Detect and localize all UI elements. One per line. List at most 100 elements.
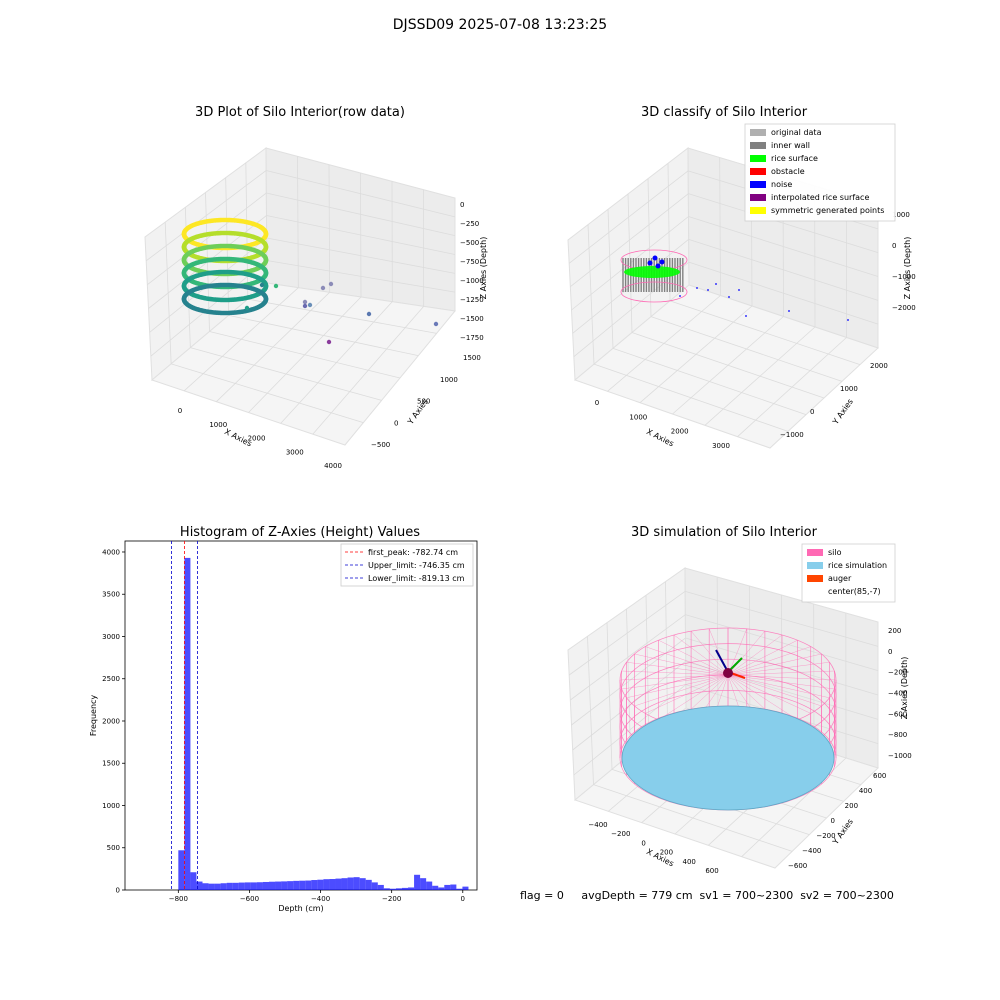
x-tick: 4000 bbox=[324, 462, 342, 470]
legend2-label: rice surface bbox=[771, 154, 818, 163]
panel3-title: Histogram of Z-Axies (Height) Values bbox=[180, 525, 420, 540]
z-tick: 1000 bbox=[892, 211, 910, 219]
outlier-point bbox=[244, 305, 250, 311]
noise-point bbox=[707, 289, 709, 291]
y-tick: 1000 bbox=[840, 385, 858, 393]
y-tick-label: 4000 bbox=[102, 548, 120, 556]
histogram-bar bbox=[353, 877, 360, 890]
plot3d-panel-2: 0 1000 2000 3000 −1000 0 1000 2000 1000 0 −1000 −20… bbox=[567, 123, 916, 450]
legend3-label: Lower_limit: -819.13 cm bbox=[368, 574, 465, 583]
histogram-bar bbox=[450, 884, 457, 890]
legend2-label: inner wall bbox=[771, 141, 810, 150]
legend2-swatch bbox=[750, 181, 766, 188]
data-point bbox=[263, 270, 269, 275]
histogram-bar bbox=[305, 880, 312, 890]
data-point bbox=[263, 296, 269, 301]
histogram-bar bbox=[359, 878, 366, 890]
histogram-bar bbox=[383, 888, 390, 890]
histogram-bar bbox=[389, 888, 396, 890]
histogram-bar bbox=[444, 884, 451, 890]
histogram-bar bbox=[238, 882, 245, 890]
x-tick-label: 0 bbox=[461, 895, 465, 903]
silo-roof-wire bbox=[727, 639, 798, 676]
silo-roof-wire bbox=[621, 670, 729, 676]
figure-title: DJSSD09 2025-07-08 13:23:25 bbox=[392, 17, 608, 33]
noise-point bbox=[679, 295, 681, 297]
x-tick: 1000 bbox=[629, 413, 647, 421]
x-tick: −400 bbox=[588, 821, 607, 829]
legend3-label: Upper_limit: -746.35 cm bbox=[368, 561, 465, 570]
gridline bbox=[737, 337, 847, 437]
y-tick-label: 3500 bbox=[102, 591, 120, 599]
noise-point bbox=[652, 255, 658, 261]
x-tick: 200 bbox=[660, 849, 673, 857]
data-point bbox=[263, 244, 269, 249]
y-tick: 1000 bbox=[440, 376, 458, 384]
outlier-point bbox=[328, 281, 334, 287]
legend4-label: silo bbox=[828, 548, 842, 557]
silo-roof-wire bbox=[727, 674, 822, 707]
silo-roof-wire bbox=[626, 661, 729, 676]
outlier-point bbox=[326, 339, 332, 345]
x-axis-label: X Axies bbox=[223, 427, 253, 448]
histogram-bar bbox=[256, 882, 263, 890]
z-tick: −200 bbox=[888, 669, 907, 677]
histogram-bar bbox=[202, 883, 209, 890]
x-tick: 0 bbox=[178, 407, 182, 415]
z-tick: −750 bbox=[460, 258, 479, 266]
x-tick-label: −200 bbox=[382, 895, 401, 903]
z-tick: 0 bbox=[888, 648, 892, 656]
histogram-bar bbox=[208, 883, 215, 890]
x-axis-label: Depth (cm) bbox=[278, 904, 323, 913]
outlier-point bbox=[302, 303, 308, 309]
y-tick-label: 2000 bbox=[102, 717, 120, 725]
y-tick: 1500 bbox=[463, 354, 481, 362]
histogram-bar bbox=[220, 883, 227, 890]
panel1-title: 3D Plot of Silo Interior(row data) bbox=[195, 105, 405, 120]
noise-point bbox=[738, 289, 740, 291]
legend2-swatch bbox=[750, 207, 766, 214]
histogram-bar bbox=[335, 878, 342, 890]
histogram-bar bbox=[426, 881, 433, 890]
x-tick: 3000 bbox=[286, 448, 304, 456]
histogram-bar bbox=[190, 872, 197, 890]
x-tick: 1000 bbox=[209, 421, 227, 429]
outlier-point bbox=[433, 321, 439, 327]
histogram-bar bbox=[262, 881, 269, 890]
z-axis-label: Z Axies (Depth) bbox=[479, 237, 488, 300]
histogram-bar bbox=[244, 882, 251, 890]
outlier-point bbox=[273, 283, 279, 289]
auger-marker bbox=[723, 668, 733, 678]
histogram-bar bbox=[365, 879, 372, 890]
y-axis-label: Y Axies bbox=[830, 397, 855, 427]
noise-point bbox=[647, 260, 653, 266]
y-tick: 0 bbox=[394, 419, 398, 427]
legend2-label: original data bbox=[771, 128, 822, 137]
y-axis-label: Frequency bbox=[89, 695, 98, 737]
noise-point bbox=[745, 315, 747, 317]
silo-roof-wire bbox=[626, 674, 729, 699]
histogram-bar bbox=[287, 881, 294, 890]
histogram-bar bbox=[311, 880, 318, 890]
legend4-swatch bbox=[807, 575, 823, 582]
legend2-label: obstacle bbox=[771, 167, 805, 176]
status-footer: flag = 0 avgDepth = 779 cm sv1 = 700~230… bbox=[520, 889, 894, 902]
histogram-bar bbox=[438, 887, 445, 890]
panel4-title: 3D simulation of Silo Interior bbox=[631, 525, 818, 540]
noise-point bbox=[788, 310, 790, 312]
legend3-label: first_peak: -782.74 cm bbox=[368, 548, 458, 557]
noise-point bbox=[728, 296, 730, 298]
silo-roof-wire bbox=[673, 634, 729, 676]
silo-roof-wire bbox=[727, 674, 798, 721]
gridline bbox=[145, 170, 267, 262]
legend4-label: center(85,-7) bbox=[828, 587, 881, 596]
noise-point bbox=[696, 287, 698, 289]
noise-point bbox=[847, 319, 849, 321]
y-tick: 600 bbox=[873, 772, 886, 780]
y-tick: −500 bbox=[371, 441, 390, 449]
noise-point bbox=[715, 283, 717, 285]
x-tick-label: −600 bbox=[240, 895, 259, 903]
y-tick-label: 0 bbox=[116, 887, 120, 895]
histogram-bar bbox=[281, 881, 288, 890]
